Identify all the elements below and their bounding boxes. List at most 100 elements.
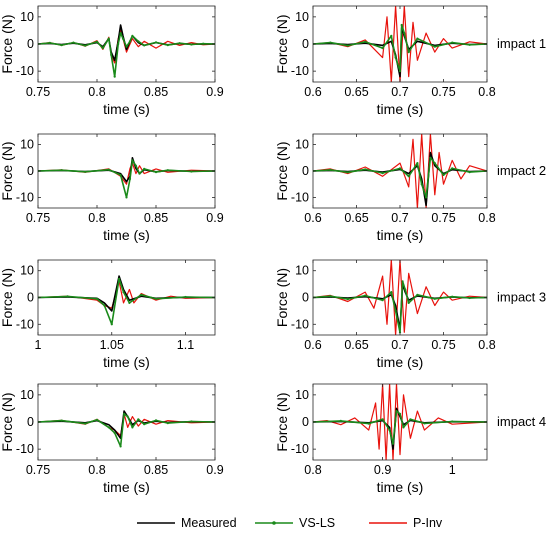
- data-point-vs-ls: [113, 75, 116, 78]
- data-point-vs-ls: [121, 37, 125, 40]
- data-point-vs-ls: [184, 295, 187, 299]
- data-point-vs-ls: [84, 422, 87, 425]
- x-tick-label: 0.75: [26, 211, 50, 225]
- data-point-vs-ls: [403, 31, 406, 35]
- x-tick-label: 0.75: [26, 463, 50, 477]
- data-point-vs-ls: [404, 288, 407, 291]
- x-axis-label: time (s): [103, 354, 150, 370]
- x-tick-label: 0.65: [344, 211, 368, 225]
- y-axis-label: Force (N): [274, 392, 290, 451]
- x-tick-label: 0.6: [304, 211, 321, 225]
- y-tick-label: 10: [295, 264, 309, 278]
- data-point-vs-ls: [364, 40, 367, 43]
- data-point-vs-ls: [128, 301, 131, 304]
- data-point-vs-ls: [95, 297, 99, 300]
- series-line-vs-ls: [313, 157, 487, 199]
- x-tick-label: 1.05: [100, 338, 124, 352]
- chart-panel: 0.6 0.65 0.7 0.75 0.8 -10 0 10 time (s) Force (N)…: [274, 259, 546, 370]
- x-tick-label: 0.85: [144, 85, 168, 99]
- legend-label: VS-LS: [299, 516, 335, 530]
- x-tick-label: 0.7: [391, 211, 408, 225]
- data-point-vs-ls: [367, 422, 370, 425]
- data-point-vs-ls: [381, 172, 384, 175]
- data-point-vs-ls: [190, 170, 193, 173]
- x-tick-label: 0.7: [391, 85, 408, 99]
- data-point-vs-ls: [66, 295, 69, 298]
- data-point-vs-ls: [339, 419, 342, 422]
- data-point-vs-ls: [364, 168, 367, 171]
- data-point-vs-ls: [395, 410, 398, 413]
- chart-panel: 0.6 0.65 0.7 0.75 0.8 -10 0 10 time (s) Force (N)…: [274, 5, 546, 117]
- data-point-vs-ls: [128, 40, 132, 43]
- legend-item: VS-LS: [255, 516, 335, 530]
- x-tick-label: 0.75: [431, 211, 455, 225]
- x-tick-label: 0.75: [26, 85, 50, 99]
- data-point-vs-ls: [416, 293, 419, 296]
- data-point-vs-ls: [107, 426, 110, 429]
- data-point-vs-ls: [346, 44, 349, 47]
- data-point-vs-ls: [166, 44, 169, 47]
- x-tick-label: 0.65: [344, 85, 368, 99]
- data-point-vs-ls: [429, 156, 432, 159]
- x-tick-label: 0.8: [478, 338, 495, 352]
- y-tick-label: 10: [295, 138, 309, 152]
- y-tick-label: 10: [295, 10, 309, 24]
- series-line-vs-ls: [38, 32, 215, 78]
- data-point-vs-ls: [390, 34, 393, 38]
- data-point-vs-ls: [154, 419, 158, 422]
- data-point-vs-ls: [433, 297, 436, 300]
- data-point-vs-ls: [346, 298, 349, 301]
- y-axis-label: Force (N): [0, 392, 15, 451]
- data-point-vs-ls: [131, 426, 134, 429]
- data-point-vs-ls: [190, 43, 193, 46]
- data-point-vs-ls: [442, 173, 445, 177]
- y-tick-label: -10: [16, 64, 34, 78]
- data-point-vs-ls: [143, 44, 146, 47]
- y-axis-label: Force (N): [274, 14, 290, 73]
- data-point-vs-ls: [137, 418, 140, 421]
- y-axis-label: Force (N): [0, 141, 15, 200]
- legend-label: P-Inv: [413, 516, 443, 530]
- data-point-vs-ls: [409, 418, 412, 421]
- data-point-vs-ls: [140, 293, 143, 296]
- impact-label: impact 4: [497, 414, 546, 429]
- data-point-vs-ls: [381, 299, 384, 302]
- data-point-vs-ls: [329, 41, 332, 44]
- series-line-p-inv: [313, 134, 487, 208]
- series-line-vs-ls: [38, 277, 215, 326]
- series-group: [313, 384, 487, 460]
- y-tick-label: 10: [295, 388, 309, 402]
- data-point-vs-ls: [166, 169, 169, 172]
- y-tick-label: -10: [16, 190, 34, 204]
- legend-label: Measured: [181, 516, 237, 530]
- chart-panel: 1 1.05 1.1 -10 0 10 time (s) Force (N): [0, 259, 216, 370]
- series-group: [313, 6, 487, 82]
- data-point-vs-ls: [401, 280, 404, 283]
- x-tick-label: 0.8: [88, 85, 105, 99]
- data-point-vs-ls: [402, 426, 405, 429]
- data-point-vs-ls: [398, 70, 402, 73]
- data-point-vs-ls: [95, 418, 99, 421]
- y-tick-label: 0: [27, 415, 34, 429]
- series-line-vs-ls: [313, 280, 487, 334]
- chart-panel: 0.6 0.65 0.7 0.75 0.8 -10 0 10 time (s) Force (N)…: [274, 133, 546, 243]
- impact-label: impact 1: [497, 36, 546, 51]
- data-point-vs-ls: [60, 169, 63, 172]
- data-point-vs-ls: [388, 429, 391, 432]
- data-point-vs-ls: [103, 304, 106, 307]
- y-tick-label: 10: [20, 264, 34, 278]
- data-point-vs-ls: [407, 175, 410, 178]
- y-tick-label: 0: [27, 37, 34, 51]
- x-tick-label: 0.75: [431, 338, 455, 352]
- data-point-vs-ls: [143, 167, 146, 170]
- y-tick-label: 0: [302, 37, 309, 51]
- x-tick-label: 0.8: [88, 463, 105, 477]
- series-line-p-inv: [313, 384, 487, 460]
- series-group: [313, 134, 487, 208]
- data-point-vs-ls: [128, 177, 132, 180]
- data-point-vs-ls: [113, 431, 116, 434]
- data-point-vs-ls: [420, 183, 423, 186]
- data-point-vs-ls: [190, 420, 193, 423]
- data-point-vs-ls: [423, 422, 426, 425]
- data-point-vs-ls: [110, 53, 113, 57]
